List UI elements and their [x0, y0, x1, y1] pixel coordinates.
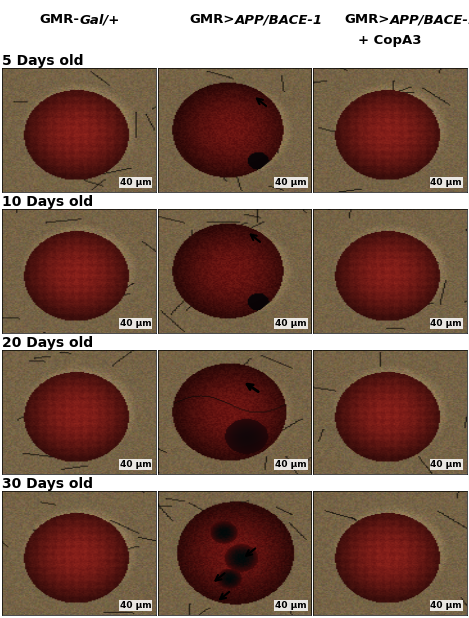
Text: 40 μm: 40 μm: [275, 460, 307, 469]
Text: + CopA3: + CopA3: [358, 35, 422, 48]
Text: 30 Days old: 30 Days old: [2, 477, 93, 491]
Text: 40 μm: 40 μm: [275, 601, 307, 610]
Text: 10 Days old: 10 Days old: [2, 195, 93, 209]
Text: 40 μm: 40 μm: [120, 601, 151, 610]
Text: 40 μm: 40 μm: [275, 319, 307, 328]
Text: 5 Days old: 5 Days old: [2, 54, 84, 68]
Text: GMR>: GMR>: [344, 14, 390, 27]
Text: 40 μm: 40 μm: [431, 319, 462, 328]
Text: APP/BACE-1: APP/BACE-1: [390, 14, 469, 27]
Text: APP/BACE-1: APP/BACE-1: [234, 14, 323, 27]
Text: 40 μm: 40 μm: [431, 178, 462, 187]
Text: 40 μm: 40 μm: [431, 460, 462, 469]
Text: GMR-: GMR-: [39, 14, 79, 27]
Text: 20 Days old: 20 Days old: [2, 336, 93, 350]
Text: 40 μm: 40 μm: [275, 178, 307, 187]
Text: 40 μm: 40 μm: [120, 460, 151, 469]
Text: 40 μm: 40 μm: [120, 319, 151, 328]
Text: 40 μm: 40 μm: [120, 178, 151, 187]
Text: GMR>: GMR>: [189, 14, 234, 27]
Text: Gal/+: Gal/+: [79, 14, 120, 27]
Text: 40 μm: 40 μm: [431, 601, 462, 610]
